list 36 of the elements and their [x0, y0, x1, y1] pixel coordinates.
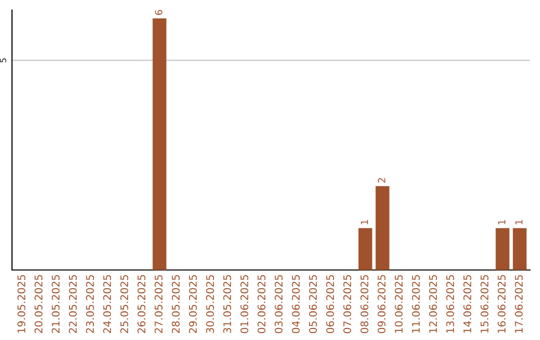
x-tick-label: 28.05.2025 [172, 275, 180, 334]
x-tick-label: 21.05.2025 [52, 275, 60, 334]
x-tick-label: 06.06.2025 [326, 275, 334, 334]
x-tick-label: 20.05.2025 [34, 275, 42, 334]
x-tick-label: 15.06.2025 [480, 275, 488, 333]
x-tick-label: 12.06.2025 [429, 275, 437, 333]
x-tick-label: 01.06.2025 [240, 275, 248, 334]
x-tick-label: 16.06.2025 [498, 275, 506, 333]
x-tick-label: 22.05.2025 [68, 275, 77, 334]
x-tick-label: 30.05.2025 [206, 275, 214, 334]
x-tick-label: 17.06.2025 [514, 275, 523, 333]
data-label: 6 [154, 10, 162, 15]
data-label: 1 [360, 220, 368, 224]
x-tick-label: 09.06.2025 [378, 275, 386, 334]
data-label: 1 [498, 220, 506, 224]
x-tick-label: 05.06.2025 [309, 275, 317, 334]
x-tick-label: 04.06.2025 [292, 275, 300, 334]
x-tick-label: 23.05.2025 [86, 275, 94, 334]
data-label: 2 [378, 178, 386, 183]
x-tick-label: 02.06.2025 [258, 275, 266, 334]
x-tick-label: 25.05.2025 [120, 275, 128, 334]
x-tick-label: 29.05.2025 [188, 275, 197, 334]
x-tick-label: 08.06.2025 [360, 275, 368, 334]
x-tick-label: 26.05.2025 [138, 275, 146, 334]
x-tick-label: 11.06.2025 [412, 275, 420, 333]
y-tick-label: 5 [0, 58, 6, 62]
x-tick-label: 03.06.2025 [274, 275, 283, 334]
x-tick-label: 24.05.2025 [103, 275, 112, 334]
x-tick-label: 10.06.2025 [394, 275, 403, 333]
x-tick-label: 07.06.2025 [343, 275, 352, 334]
x-tick-label: 13.06.2025 [446, 275, 454, 333]
x-tick-label: 27.05.2025 [154, 275, 163, 334]
x-tick-label: 19.05.2025 [17, 275, 26, 333]
x-tick-label: 14.06.2025 [463, 275, 472, 333]
x-tick-label: 31.05.2025 [223, 275, 232, 334]
data-label: 1 [515, 220, 522, 224]
